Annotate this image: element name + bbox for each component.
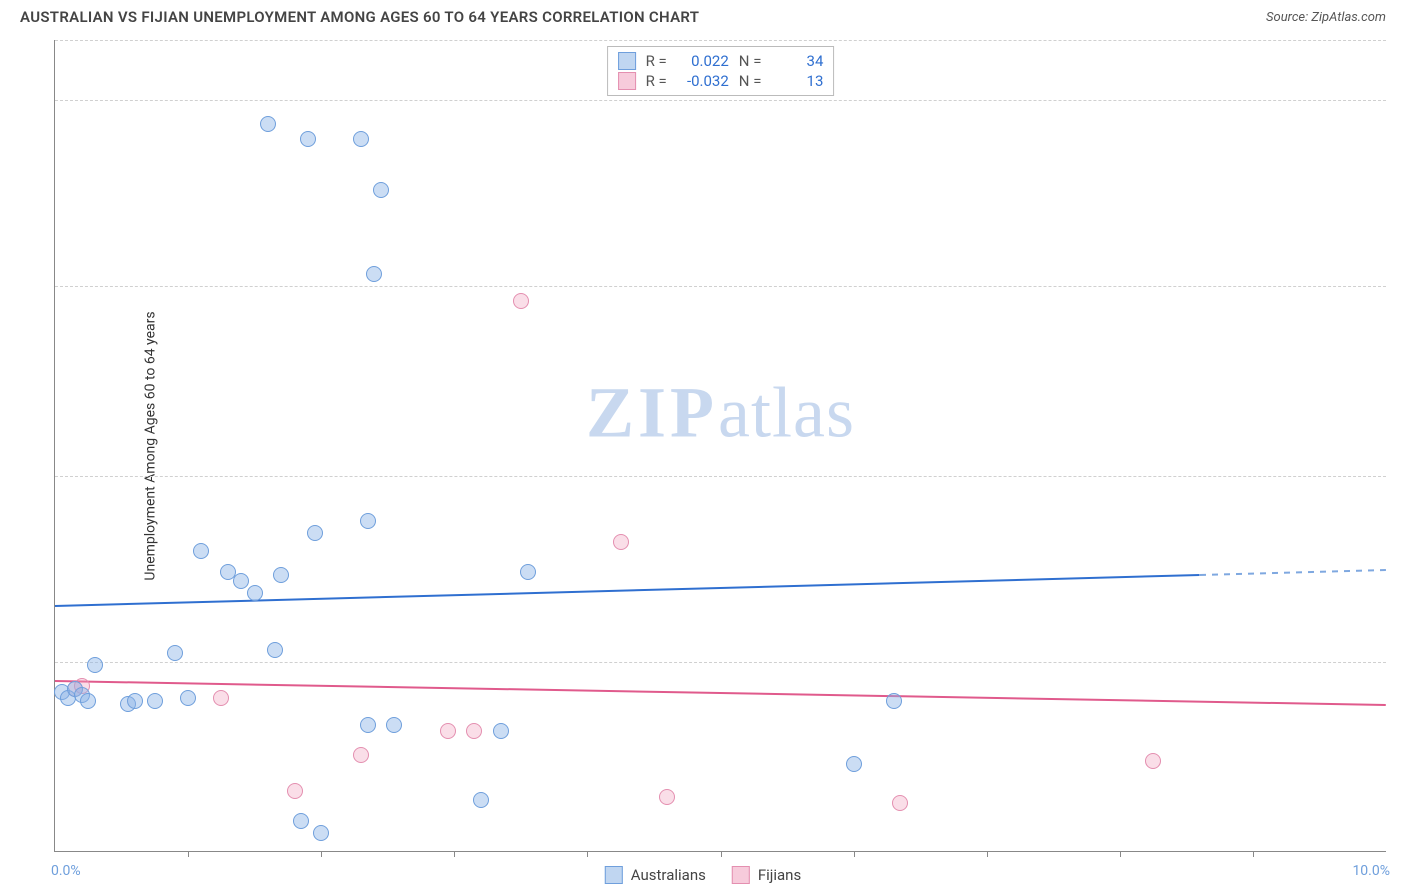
point-australian — [233, 573, 249, 589]
point-australian — [366, 266, 382, 282]
watermark: ZIPatlas — [586, 372, 855, 455]
point-australian — [373, 182, 389, 198]
point-fijian — [353, 747, 369, 763]
swatch-pink — [618, 72, 636, 90]
xtick — [721, 851, 722, 857]
point-australian — [127, 693, 143, 709]
point-fijian — [892, 795, 908, 811]
point-australian — [520, 564, 536, 580]
point-australian — [293, 813, 309, 829]
gridline — [55, 286, 1386, 287]
point-australian — [180, 690, 196, 706]
point-australian — [493, 723, 509, 739]
swatch-blue-icon — [605, 866, 623, 884]
gridline — [55, 476, 1386, 477]
legend-item-australians: Australians — [605, 866, 706, 884]
chart-title: AUSTRALIAN VS FIJIAN UNEMPLOYMENT AMONG … — [20, 8, 699, 26]
chart-source: Source: ZipAtlas.com — [1266, 10, 1386, 25]
gridline — [55, 100, 1386, 101]
point-australian — [167, 645, 183, 661]
point-australian — [273, 567, 289, 583]
xtick — [587, 851, 588, 857]
stats-legend: R = 0.022 N = 34 R = -0.032 N = 13 — [607, 46, 835, 96]
plot-region: ZIPatlas R = 0.022 N = 34 R = -0.032 N =… — [54, 40, 1386, 852]
point-fijian — [613, 534, 629, 550]
xtick — [1253, 851, 1254, 857]
ytick-label: 25.0% — [1391, 92, 1406, 108]
swatch-blue — [618, 52, 636, 70]
point-australian — [846, 756, 862, 772]
bottom-legend: Australians Fijians — [605, 866, 801, 884]
xtick — [188, 851, 189, 857]
xtick — [321, 851, 322, 857]
stats-row-australians: R = 0.022 N = 34 — [618, 51, 824, 71]
point-australian — [886, 693, 902, 709]
point-australian — [300, 131, 316, 147]
point-fijian — [659, 789, 675, 805]
point-australian — [260, 116, 276, 132]
gridline — [55, 40, 1386, 41]
ytick-label: 12.5% — [1391, 468, 1406, 484]
point-fijian — [213, 690, 229, 706]
point-australian — [247, 585, 263, 601]
point-australian — [147, 693, 163, 709]
point-australian — [353, 131, 369, 147]
legend-item-fijians: Fijians — [732, 866, 801, 884]
xtick-label: 0.0% — [51, 863, 81, 879]
xtick — [987, 851, 988, 857]
point-fijian — [466, 723, 482, 739]
point-australian — [80, 693, 96, 709]
point-australian — [386, 717, 402, 733]
xtick — [854, 851, 855, 857]
point-australian — [313, 825, 329, 841]
point-fijian — [440, 723, 456, 739]
point-australian — [360, 717, 376, 733]
stats-row-fijians: R = -0.032 N = 13 — [618, 71, 824, 91]
xtick — [454, 851, 455, 857]
point-australian — [193, 543, 209, 559]
trendline — [1200, 569, 1386, 576]
point-fijian — [287, 783, 303, 799]
trendline — [55, 680, 1386, 706]
gridline — [55, 662, 1386, 663]
point-australian — [87, 657, 103, 673]
point-australian — [267, 642, 283, 658]
point-fijian — [1145, 753, 1161, 769]
point-australian — [473, 792, 489, 808]
swatch-pink-icon — [732, 866, 750, 884]
point-australian — [360, 513, 376, 529]
chart-area: Unemployment Among Ages 60 to 64 years Z… — [48, 40, 1386, 852]
xtick-label: 10.0% — [1352, 863, 1390, 879]
ytick-label: 18.8% — [1391, 278, 1406, 294]
point-fijian — [513, 293, 529, 309]
ytick-label: 6.3% — [1391, 654, 1406, 670]
xtick — [1120, 851, 1121, 857]
point-australian — [307, 525, 323, 541]
